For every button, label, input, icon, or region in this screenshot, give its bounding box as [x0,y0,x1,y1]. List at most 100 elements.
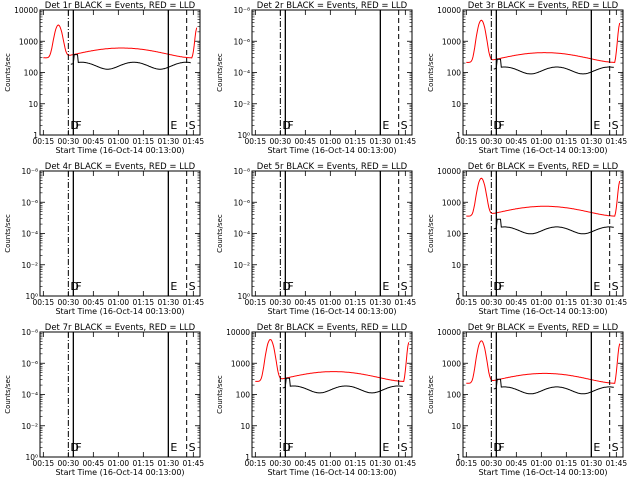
y-tick-label: 100 [447,391,462,400]
x-tick-label: 01:30 [581,298,603,307]
lld-series-line [43,24,198,59]
marker-label: F [498,441,504,454]
y-tick-label: 10 [240,422,250,431]
x-tick-label: 00:30 [481,137,503,146]
plot-frame [251,9,413,136]
x-tick-label: 01:15 [345,459,367,468]
plot-frame [462,170,624,297]
y-axis-label: Counts/sec [4,375,12,414]
marker-label: S [612,280,619,293]
x-tick-label: 01:15 [345,137,367,146]
x-tick-label: 00:30 [58,137,80,146]
panel-title: Det 4r BLACK = Events, RED = LLD [45,162,196,172]
y-tick-label: 10⁻⁴ [233,230,250,239]
x-tick-label: 01:45 [395,137,417,146]
y-tick-label: 10 [451,100,461,109]
x-tick-label: 01:15 [133,459,155,468]
panel-title: Det 9r BLACK = Events, RED = LLD [468,323,619,333]
x-tick-label: 01:30 [158,298,180,307]
x-tick-label: 01:00 [531,137,553,146]
x-tick-label: 01:30 [370,137,392,146]
x-tick-label: 01:45 [606,298,628,307]
plot-frame [251,331,413,458]
marker-label: E [593,119,600,132]
panel-title: Det 1r BLACK = Events, RED = LLD [45,1,196,11]
events-series-line [493,378,614,395]
y-tick-label: 100 [24,69,39,78]
y-tick-label: 1 [245,453,250,462]
y-tick-label: 1000 [19,37,38,46]
y-tick-label: 1 [33,131,38,140]
y-tick-label: 1000 [442,359,461,368]
y-tick-label: 10⁻⁶ [233,198,250,207]
y-axis-label: Counts/sec [427,53,435,92]
marker-label: S [401,441,408,454]
y-tick-label: 100 [447,69,462,78]
marker-label: E [382,441,389,454]
marker-label: E [382,119,389,132]
y-tick-label: 10000 [437,6,461,15]
panel-title: Det 6r BLACK = Events, RED = LLD [468,162,619,172]
marker-label: S [612,119,619,132]
marker-label: S [401,280,408,293]
y-tick-label: 10000 [437,328,461,337]
y-tick-label: 10000 [437,167,461,176]
marker-label: S [401,119,408,132]
events-series-line [282,377,403,394]
marker-label: D [282,119,290,132]
x-tick-label: 01:00 [108,137,130,146]
x-tick-label: 00:45 [83,137,105,146]
y-tick-label: 10 [28,100,38,109]
marker-label: F [287,119,293,132]
x-tick-label: 00:30 [58,459,80,468]
marker-label: S [612,441,619,454]
x-axis-label: Start Time (16-Oct-14 00:13:00) [267,307,396,316]
marker-label: D [493,441,501,454]
panel-det-6: Det 6r BLACK = Events, RED = LLD 1 10 100 10… [427,162,627,316]
x-tick-label: 00:45 [506,298,528,307]
panel-det-1: Det 1r BLACK = Events, RED = LLD 1 10 100 10… [4,1,204,155]
x-tick-label: 01:45 [395,298,417,307]
marker-label: F [498,280,504,293]
x-tick-label: 00:45 [83,459,105,468]
x-tick-label: 00:15 [245,137,267,146]
x-tick-label: 01:45 [606,459,628,468]
marker-label: D [70,119,78,132]
marker-label: F [287,280,293,293]
y-tick-label: 10000 [226,328,250,337]
y-tick-label: 10⁻⁴ [233,69,250,78]
x-tick-label: 00:45 [506,137,528,146]
marker-label: F [498,119,504,132]
y-tick-label: 1 [456,292,461,301]
y-tick-label: 10⁻⁶ [21,359,38,368]
x-tick-label: 00:30 [270,298,292,307]
x-tick-label: 00:45 [295,298,317,307]
y-tick-label: 10⁻⁶ [233,37,250,46]
y-tick-label: 1000 [442,37,461,46]
x-tick-label: 01:15 [556,137,578,146]
marker-label: E [593,280,600,293]
y-tick-label: 10⁻⁸ [233,167,250,176]
y-tick-label: 10⁻⁸ [233,6,250,15]
marker-label: D [70,441,78,454]
x-tick-label: 00:30 [481,298,503,307]
panel-det-2: Det 2r BLACK = Events, RED = LLD 10⁰ 10⁻² 1… [216,1,416,155]
x-tick-label: 01:30 [158,459,180,468]
marker-label: D [493,119,501,132]
x-tick-label: 00:15 [33,298,55,307]
marker-label: F [75,119,81,132]
y-tick-label: 100 [447,230,462,239]
plot-frame [251,170,413,297]
x-tick-label: 00:30 [58,298,80,307]
x-tick-label: 01:30 [370,298,392,307]
lld-series-line [466,19,621,64]
panel-det-4: Det 4r BLACK = Events, RED = LLD 10⁰ 10⁻² 1… [4,162,204,316]
x-tick-label: 00:45 [83,298,105,307]
plot-frame [462,331,624,458]
marker-label: D [70,280,78,293]
x-tick-label: 01:15 [133,298,155,307]
panel-title: Det 3r BLACK = Events, RED = LLD [468,1,619,11]
plot-frame [39,331,201,458]
marker-label: D [282,441,290,454]
